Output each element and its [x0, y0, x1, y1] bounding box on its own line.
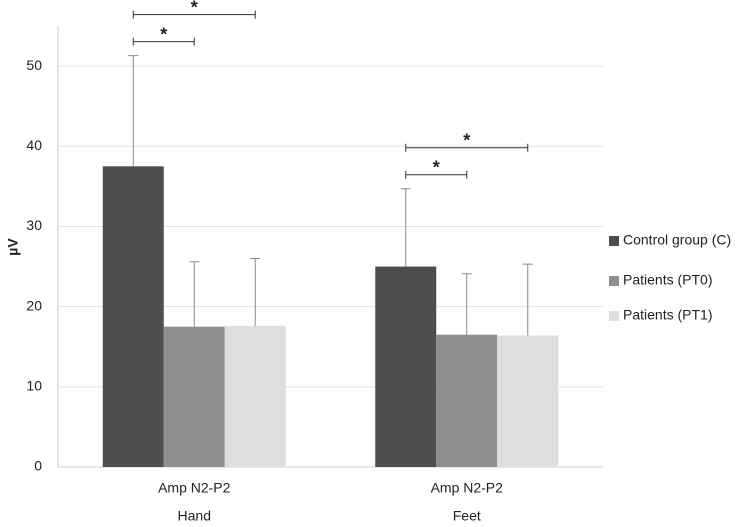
bar: [375, 266, 437, 467]
error-bar: [128, 55, 139, 167]
error-bar: [522, 263, 533, 336]
significance-label: *: [191, 0, 198, 17]
y-tick-label: 20: [26, 297, 42, 313]
error-bar: [189, 261, 200, 327]
legend-label: Patients (PT0): [623, 272, 712, 288]
bar: [163, 326, 225, 467]
error-bar: [250, 258, 261, 326]
bar: [224, 325, 286, 467]
significance-bracket: [132, 10, 256, 19]
x-group-label: Hand: [178, 508, 211, 524]
legend-label: Control group (C): [623, 232, 731, 248]
significance-bracket: [405, 143, 529, 152]
significance-label: *: [433, 158, 440, 178]
error-bar: [461, 273, 472, 335]
bar: [436, 334, 498, 467]
error-bar: [400, 188, 411, 267]
significance-bracket: [132, 37, 195, 46]
legend-swatch: [609, 236, 619, 246]
bar: [497, 335, 559, 467]
y-tick-label: 50: [26, 57, 42, 73]
bar: [102, 166, 164, 467]
legend-swatch: [609, 276, 619, 286]
x-tick-label: Amp N2-P2: [431, 480, 504, 496]
significance-label: *: [160, 24, 167, 44]
significance-bracket: [405, 170, 468, 179]
y-axis-label: µV: [5, 238, 21, 256]
x-tick-label: Amp N2-P2: [158, 480, 231, 496]
x-group-label: Feet: [453, 508, 481, 524]
y-tick-label: 30: [26, 217, 42, 233]
legend-label: Patients (PT1): [623, 307, 712, 323]
y-tick-label: 10: [26, 378, 42, 394]
y-tick-label: 0: [34, 458, 42, 474]
significance-label: *: [463, 131, 470, 151]
y-tick-label: 40: [26, 137, 42, 153]
legend-swatch: [609, 311, 619, 321]
